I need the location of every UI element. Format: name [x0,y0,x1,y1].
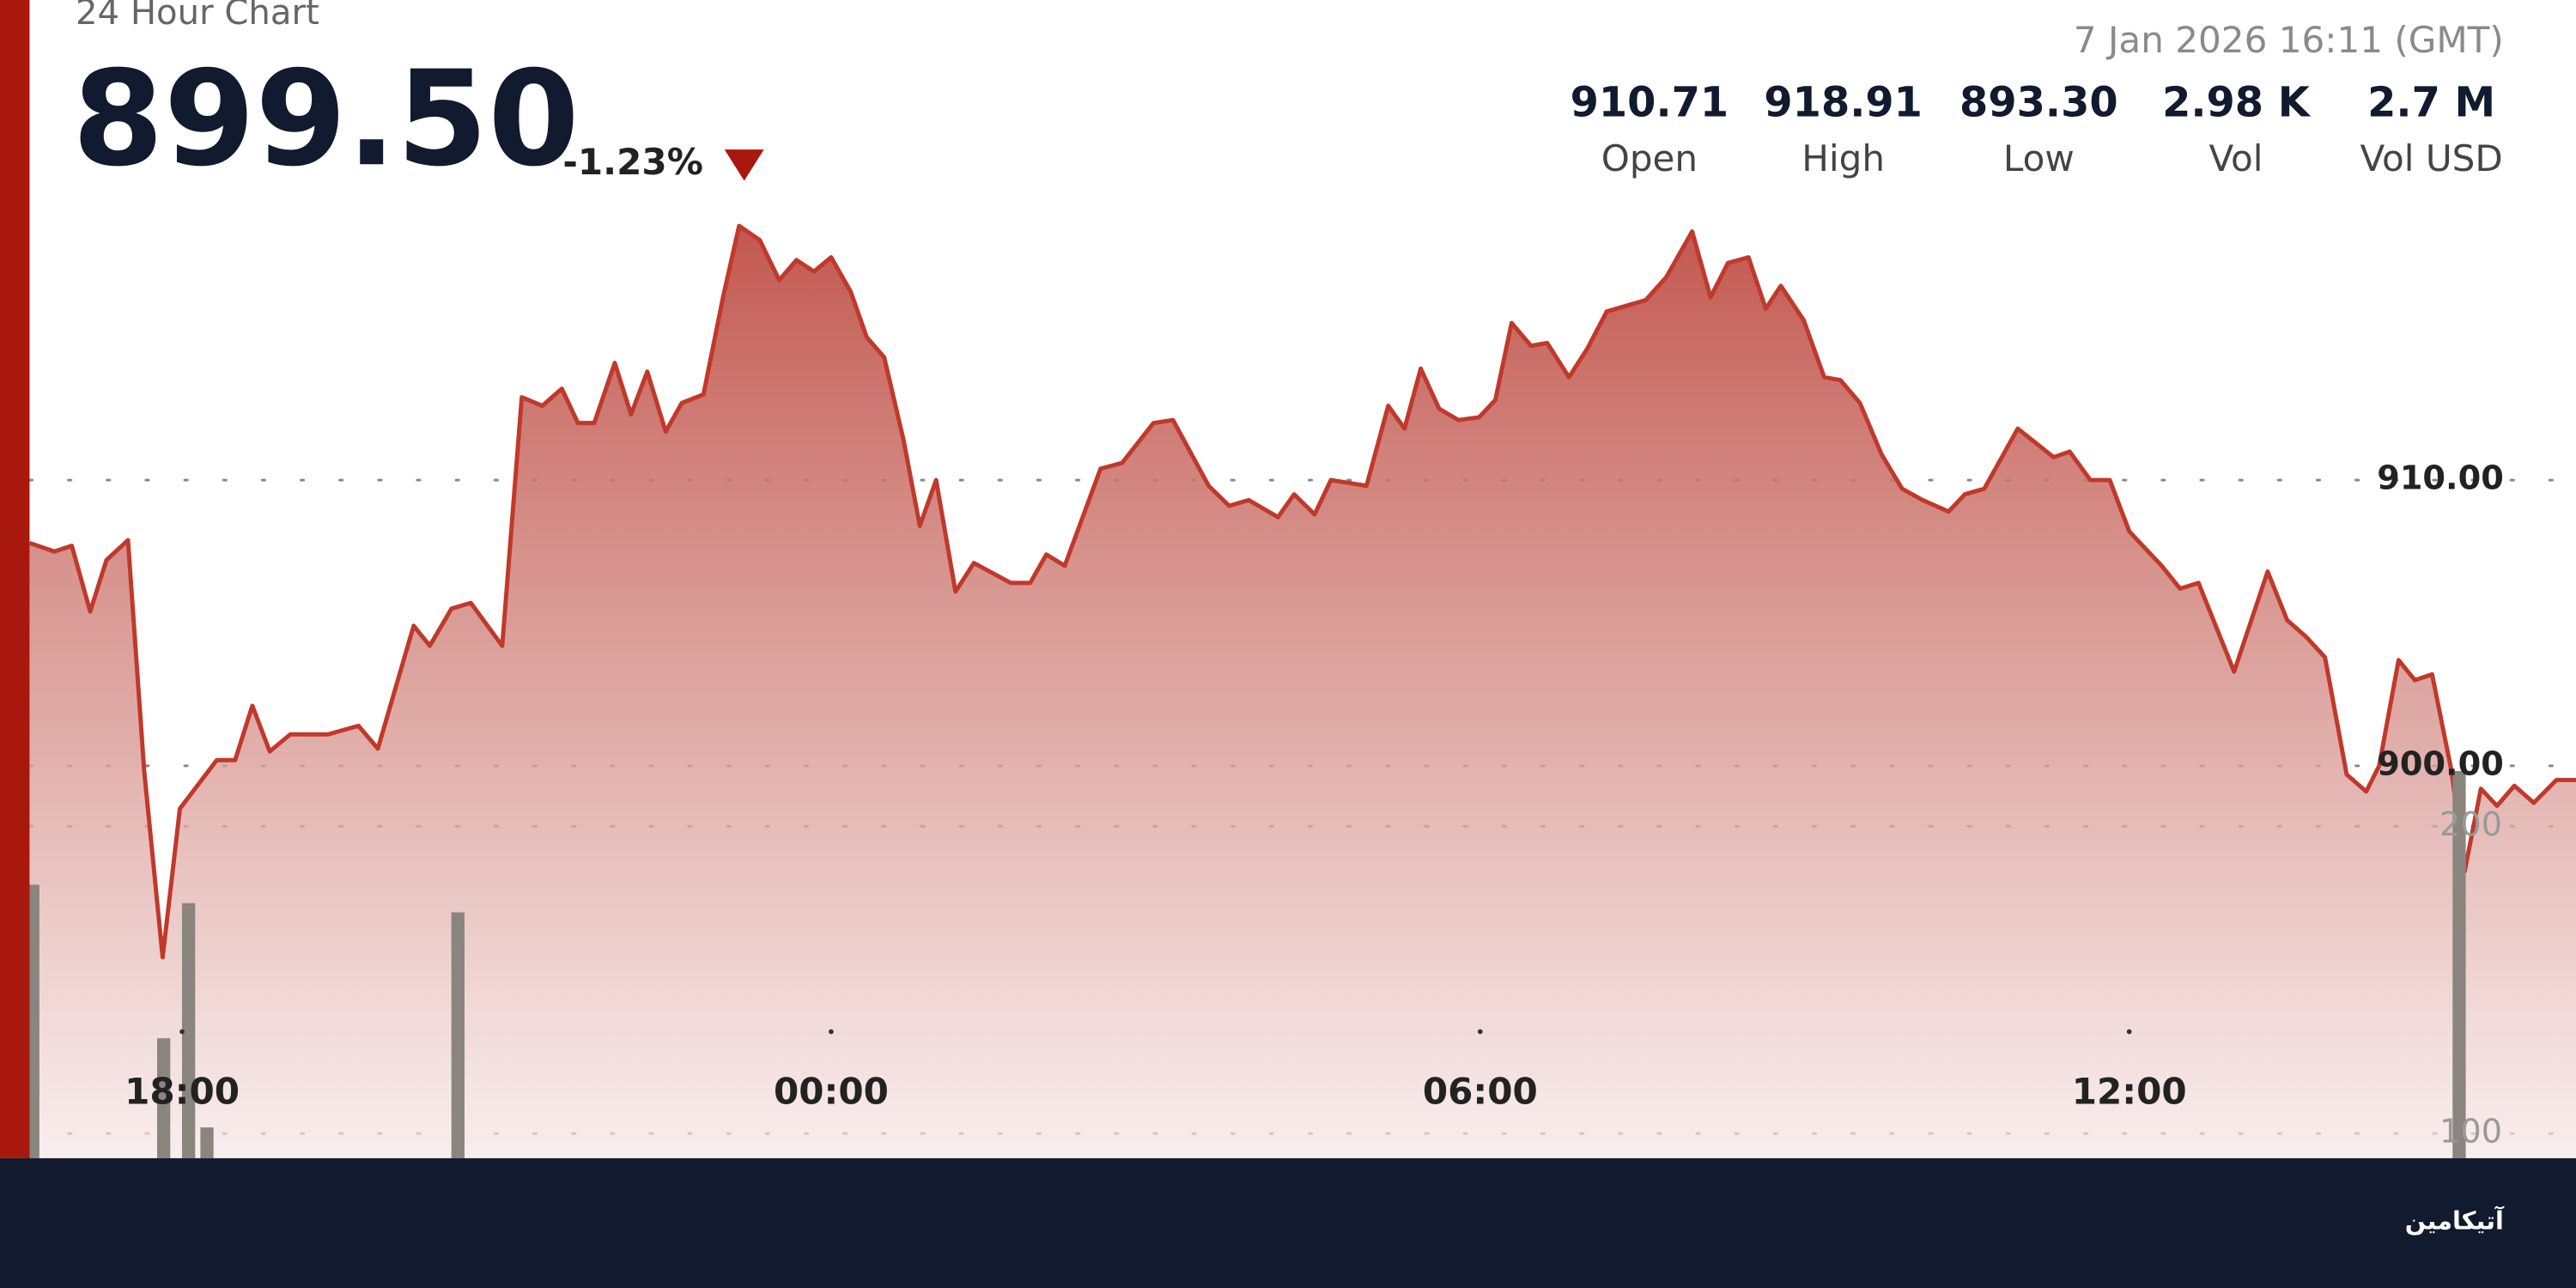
price: 899.50 [72,43,580,196]
x-tick-mark [2126,1029,2132,1035]
y-tick-label: 900.00 [2377,744,2504,783]
stat-value: 2.98 K [2162,79,2312,126]
x-tick-mark [829,1029,834,1035]
volume-bar [2452,770,2466,1158]
volume-bar [200,1127,214,1158]
stat-value: 910.71 [1571,79,1729,126]
volume-bar [451,912,465,1158]
x-tick-mark [1477,1029,1483,1035]
area [29,226,2576,1158]
x-tick-label: 06:00 [1423,1071,1538,1113]
stat-value: 893.30 [1959,79,2118,126]
price-change: -1.23% [562,141,702,183]
stats: 910.71 Open 918.91 High 893.30 Low 2.98 K Vol 2.… [1571,79,2503,179]
x-tick-label: 12:00 [2072,1071,2187,1113]
footer [0,1157,2576,1288]
y2-tick-label: 100 [2439,1113,2502,1151]
stat-value: 918.91 [1764,79,1923,126]
x-tick-mark [179,1029,185,1035]
stat-value: 2.7 M [2367,79,2495,126]
brand: آتیکامین [2405,1206,2505,1235]
stat-label: Vol [2208,137,2263,179]
side-bar [0,0,30,1158]
y-tick-label: 910.00 [2377,459,2504,498]
price-line [29,223,2576,960]
timestamp: 7 Jan 2026 16:11 (GMT) [2074,19,2504,61]
stat-label: Open [1601,137,1698,179]
x-tick-label: 18:00 [125,1071,240,1113]
volume-bar [181,902,196,1158]
x-tick-label: 00:00 [774,1071,889,1113]
y2-tick-label: 200 [2439,805,2502,844]
down-arrow [724,149,764,181]
volume-bar [157,1038,171,1158]
stat-label: High [1801,137,1885,179]
stat-label: Vol USD [2360,137,2503,179]
chart-label: 24 Hour Chart [76,0,319,33]
stat-label: Low [2003,137,2075,179]
plot-area [29,223,2576,1158]
overlay: 18:00 00:00 06:00 12:00 900.00 910.00 100 200 [26,459,2504,1158]
